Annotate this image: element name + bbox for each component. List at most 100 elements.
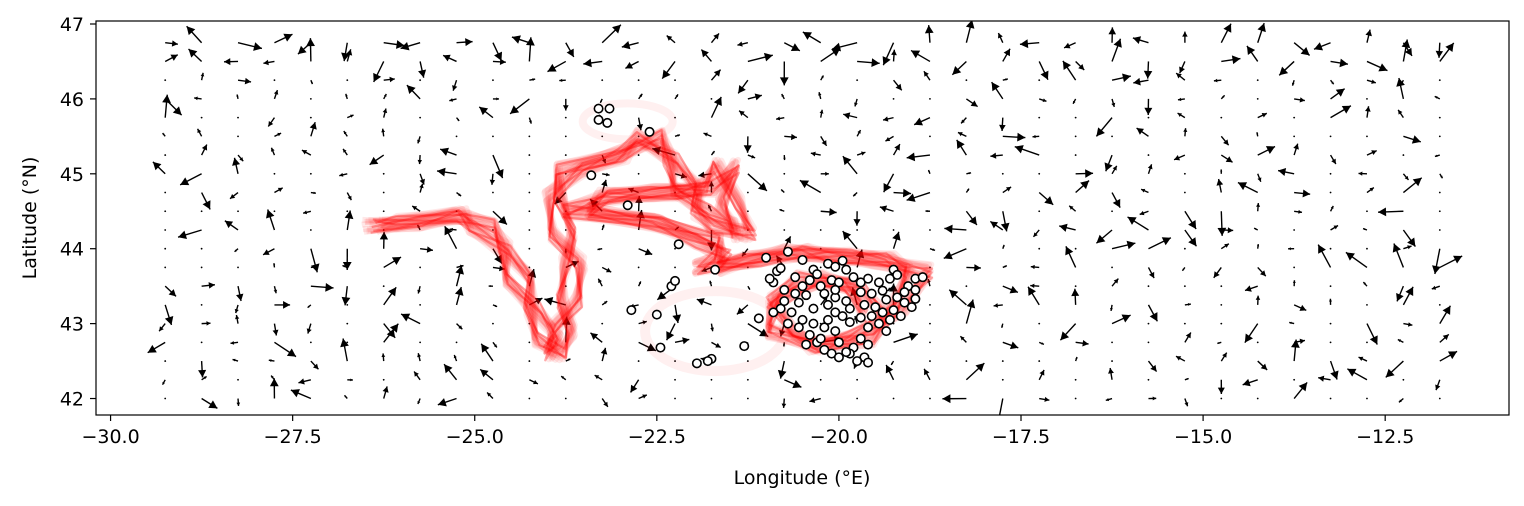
drifter-point bbox=[833, 337, 844, 348]
quiver-arrow bbox=[957, 131, 967, 137]
quiver-arrow-dot bbox=[819, 378, 822, 381]
quiver-arrow bbox=[929, 266, 931, 269]
quiver-arrow-head bbox=[1220, 169, 1223, 172]
quiver-arrow-head bbox=[621, 40, 631, 50]
quiver-arrow-dot bbox=[528, 360, 531, 362]
quiver-arrow bbox=[1001, 360, 1004, 362]
quiver-arrow-head bbox=[488, 285, 491, 288]
quiver-arrow bbox=[529, 379, 539, 385]
quiver-arrow bbox=[927, 169, 931, 175]
quiver-arrow bbox=[1220, 322, 1223, 325]
quiver-arrow-head bbox=[235, 315, 240, 320]
quiver-arrow-head bbox=[449, 227, 453, 232]
quiver-arrow-head bbox=[712, 151, 715, 154]
y-tick-label: 47 bbox=[60, 14, 84, 36]
quiver-arrow-dot bbox=[164, 397, 167, 400]
quiver-arrow-head bbox=[381, 353, 386, 358]
quiver-arrow bbox=[164, 210, 167, 213]
quiver-arrow bbox=[674, 79, 676, 82]
quiver-arrow-head bbox=[597, 248, 600, 251]
quiver-arrow-head bbox=[709, 280, 713, 284]
quiver-arrow bbox=[819, 360, 822, 362]
quiver-arrow bbox=[1111, 341, 1113, 344]
quiver-arrow-head bbox=[286, 348, 296, 357]
quiver-arrow bbox=[1439, 333, 1450, 343]
quiver-arrow bbox=[526, 37, 535, 62]
x-tick-label: −20.0 bbox=[810, 426, 868, 448]
quiver-arrow bbox=[309, 172, 312, 175]
quiver-arrow bbox=[746, 191, 749, 194]
quiver-arrow bbox=[710, 397, 713, 400]
quiver-arrow bbox=[1179, 61, 1186, 74]
quiver-arrow bbox=[1074, 154, 1077, 156]
quiver-arrow-head bbox=[857, 130, 861, 134]
quiver-arrow bbox=[1291, 79, 1295, 86]
quiver-arrow-head bbox=[307, 305, 310, 308]
quiver-arrow-head bbox=[162, 94, 171, 104]
quiver-arrow bbox=[302, 210, 312, 215]
quiver-arrow-head bbox=[1407, 237, 1416, 247]
quiver-arrow bbox=[1438, 116, 1441, 119]
quiver-arrow-head bbox=[991, 82, 1000, 92]
quiver-arrow bbox=[1432, 248, 1441, 275]
quiver-arrow bbox=[736, 304, 749, 315]
quiver-arrow bbox=[1366, 303, 1368, 306]
quiver-arrow bbox=[455, 117, 460, 122]
quiver-arrow bbox=[674, 378, 676, 381]
quiver-arrow-head bbox=[342, 262, 352, 271]
quiver-arrow-head bbox=[790, 43, 800, 52]
quiver-arrow bbox=[665, 323, 676, 341]
quiver-arrow bbox=[343, 394, 348, 399]
quiver-arrow bbox=[820, 208, 837, 216]
quiver-arrow-head bbox=[889, 283, 898, 292]
quiver-arrow-head bbox=[188, 48, 198, 58]
quiver-arrow bbox=[942, 394, 967, 404]
quiver-arrow-dot bbox=[746, 266, 749, 269]
quiver-arrow-head bbox=[1109, 307, 1113, 311]
quiver-arrow-head bbox=[419, 183, 424, 189]
quiver-arrow-head bbox=[202, 200, 211, 210]
quiver-arrow bbox=[492, 58, 506, 66]
quiver-arrow-head bbox=[511, 35, 521, 44]
quiver-arrow-head bbox=[956, 139, 965, 150]
quiver-arrow-dot bbox=[455, 135, 458, 138]
quiver-arrow-head bbox=[829, 208, 837, 216]
quiver-arrow-head bbox=[1174, 154, 1181, 161]
quiver-arrow-dot bbox=[819, 266, 822, 269]
quiver-arrow bbox=[661, 61, 676, 80]
quiver-arrow bbox=[929, 135, 931, 138]
quiver-arrow-head bbox=[1231, 55, 1241, 65]
quiver-arrow-head bbox=[406, 85, 416, 94]
quiver-arrow bbox=[162, 132, 166, 137]
quiver-arrow bbox=[929, 397, 931, 400]
quiver-arrow bbox=[1220, 23, 1232, 44]
quiver-arrow bbox=[1136, 127, 1149, 137]
quiver-arrow-dot bbox=[710, 378, 713, 381]
quiver-arrow bbox=[923, 70, 931, 81]
quiver-arrow bbox=[1111, 98, 1116, 108]
quiver-arrow bbox=[554, 192, 567, 205]
quiver-arrow bbox=[746, 210, 749, 213]
quiver-arrow bbox=[273, 79, 276, 82]
quiver-arrow bbox=[737, 79, 749, 94]
quiver-arrow bbox=[583, 58, 603, 68]
quiver-arrow bbox=[925, 210, 931, 213]
drifter-point bbox=[602, 117, 613, 128]
quiver-arrow bbox=[674, 94, 679, 100]
quiver-arrow bbox=[1398, 397, 1404, 403]
quiver-arrow bbox=[1396, 285, 1405, 302]
quiver-arrow bbox=[164, 285, 177, 297]
quiver-arrow bbox=[235, 314, 240, 324]
quiver-arrow bbox=[309, 116, 312, 119]
quiver-arrow-head bbox=[564, 251, 567, 254]
drifter-point bbox=[837, 311, 848, 322]
quiver-arrow bbox=[1074, 356, 1078, 362]
quiver-arrow-head bbox=[203, 376, 207, 380]
quiver-arrow-dot bbox=[564, 172, 567, 175]
drifter-point bbox=[873, 277, 884, 288]
quiver-arrow-head bbox=[763, 52, 773, 62]
quiver-arrow-head bbox=[395, 40, 405, 49]
quiver-arrow bbox=[637, 135, 640, 138]
quiver-arrow bbox=[1257, 112, 1268, 119]
quiver-arrow-dot bbox=[674, 247, 676, 250]
